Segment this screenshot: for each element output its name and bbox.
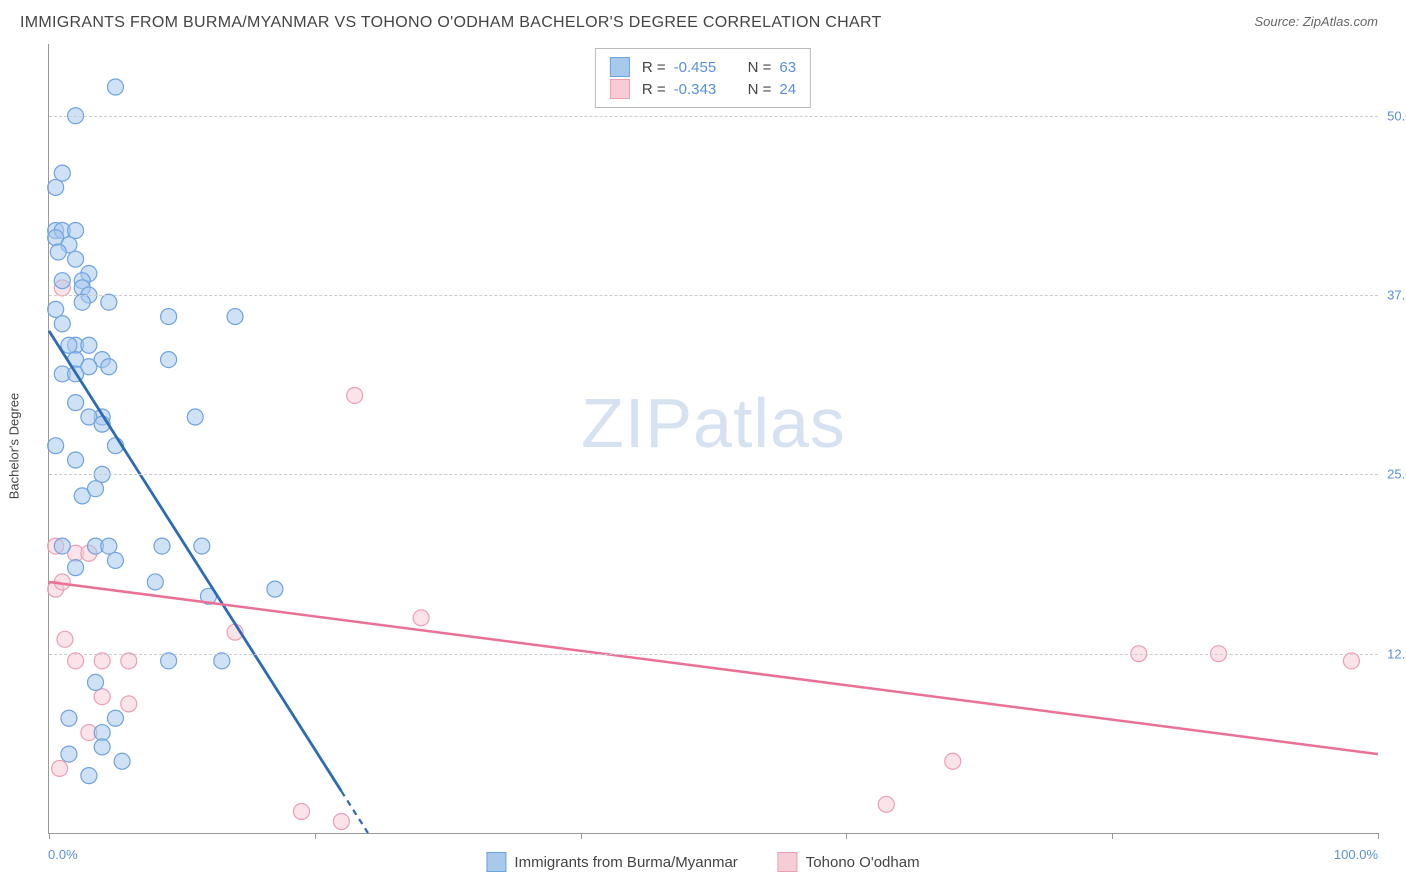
r-label: R = [642,81,666,98]
data-point [48,301,64,317]
gridline [49,116,1378,117]
data-point [214,653,230,669]
data-point [61,337,77,353]
legend-series: Immigrants from Burma/Myanmar Tohono O'o… [486,852,919,872]
r-value-2: -0.343 [674,81,730,98]
data-point [94,653,110,669]
data-point [54,273,70,289]
data-point [333,814,349,830]
data-point [68,560,84,576]
data-point [88,481,104,497]
y-tick-label: 37.5% [1372,288,1406,303]
data-point [878,796,894,812]
data-point [101,294,117,310]
data-point [74,294,90,310]
data-point [57,631,73,647]
data-point [88,674,104,690]
data-point [121,696,137,712]
data-point [68,251,84,267]
data-point [107,710,123,726]
y-axis-label: Bachelor's Degree [7,393,22,500]
data-point [107,79,123,95]
data-point [945,753,961,769]
data-point [50,244,66,260]
n-value-2: 24 [779,81,796,98]
data-point [114,753,130,769]
data-point [68,222,84,238]
legend-correlation: R = -0.455 N = 63 R = -0.343 N = 24 [595,48,811,108]
x-axis-min-label: 0.0% [48,847,78,862]
data-point [81,768,97,784]
data-point [48,179,64,195]
data-point [54,538,70,554]
trend-line [49,582,1378,754]
data-point [101,538,117,554]
data-point [267,581,283,597]
data-point [154,538,170,554]
data-point [61,710,77,726]
y-tick-label: 25.0% [1372,467,1406,482]
data-point [107,552,123,568]
data-point [1343,653,1359,669]
legend-row-series1: R = -0.455 N = 63 [610,57,796,77]
trend-line [49,331,341,791]
n-value-1: 63 [779,59,796,76]
swatch-series2 [610,79,630,99]
series1-label: Immigrants from Burma/Myanmar [514,854,737,871]
data-point [347,387,363,403]
legend-item-series1: Immigrants from Burma/Myanmar [486,852,737,872]
data-point [94,725,110,741]
gridline [49,654,1378,655]
data-point [61,746,77,762]
x-tick [49,833,50,839]
x-tick [1112,833,1113,839]
data-point [187,409,203,425]
y-tick-label: 50.0% [1372,108,1406,123]
data-point [194,538,210,554]
data-point [68,395,84,411]
data-point [94,739,110,755]
gridline [49,295,1378,296]
y-tick-label: 12.5% [1372,646,1406,661]
data-point [68,452,84,468]
data-point [161,309,177,325]
data-point [227,309,243,325]
source-label: Source: ZipAtlas.com [1254,14,1378,29]
r-label: R = [642,59,666,76]
plot-area: ZIPatlas 50.0%37.5%25.0%12.5% [48,44,1378,834]
data-point [121,653,137,669]
swatch-series2-b [778,852,798,872]
n-label: N = [748,59,772,76]
series2-label: Tohono O'odham [806,854,920,871]
data-point [68,653,84,669]
gridline [49,474,1378,475]
n-label: N = [748,81,772,98]
data-point [48,438,64,454]
data-point [81,337,97,353]
data-point [54,165,70,181]
x-axis-max-label: 100.0% [1334,847,1378,862]
data-point [52,760,68,776]
data-point [413,610,429,626]
data-point [101,359,117,375]
x-tick [1378,833,1379,839]
r-value-1: -0.455 [674,59,730,76]
swatch-series1-b [486,852,506,872]
swatch-series1 [610,57,630,77]
data-point [294,803,310,819]
data-point [94,689,110,705]
plot-svg [49,44,1378,833]
chart-title: IMMIGRANTS FROM BURMA/MYANMAR VS TOHONO … [20,14,882,32]
data-point [161,352,177,368]
data-point [147,574,163,590]
data-point [161,653,177,669]
x-tick [581,833,582,839]
legend-item-series2: Tohono O'odham [778,852,920,872]
x-tick [846,833,847,839]
legend-row-series2: R = -0.343 N = 24 [610,79,796,99]
x-tick [315,833,316,839]
data-point [54,316,70,332]
